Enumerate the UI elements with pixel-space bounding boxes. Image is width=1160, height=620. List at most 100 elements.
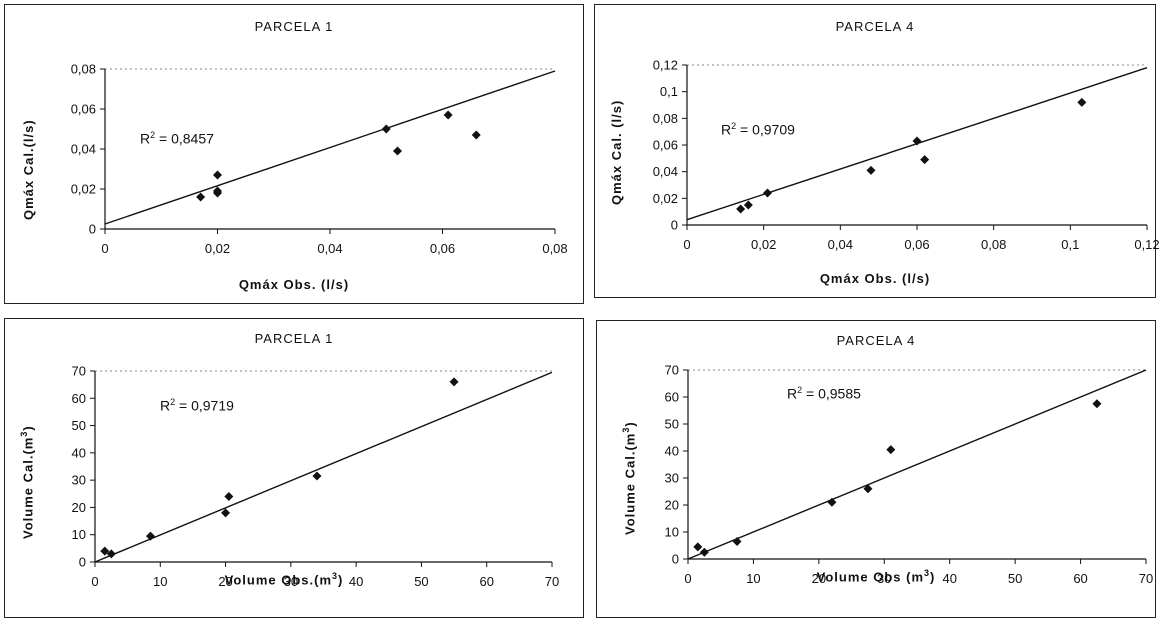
x-axis-label: Qmáx Obs. (l/s): [238, 277, 350, 292]
r-squared-label: R2 = 0,9719: [160, 397, 234, 414]
y-tick-label: 0,12: [653, 58, 678, 73]
y-tick-label: 10: [665, 525, 679, 540]
r-squared-symbol: R: [160, 397, 171, 414]
data-point: [920, 155, 930, 165]
x-axis-label: Qmáx Obs. (l/s): [819, 271, 931, 286]
chart-plot: 0 10 20 30 40 50 60 70 0 10 20 30 40 50 60 70: [665, 363, 1154, 587]
x-tick-label: 10: [153, 574, 167, 589]
r-squared-value: = 0,9709: [736, 121, 795, 138]
r-squared-symbol: R: [787, 385, 798, 402]
y-tick-label: 50: [72, 418, 86, 433]
y-tick-label: 0: [672, 552, 679, 567]
y-tick-label: 20: [72, 500, 86, 515]
y-tick-label: 30: [665, 471, 679, 486]
trendline: [104, 70, 556, 225]
r-squared-label: R2 = 0,8457: [140, 130, 214, 147]
x-tick-label: 40: [942, 571, 956, 586]
x-tick-label: 0,02: [751, 237, 776, 252]
y-tick-label: 0,04: [71, 142, 96, 157]
chart-panel-qmax-parcela-1: PARCELA 1 Qmáx Cal.(l/s) R2 = 0,8457 Qmá…: [4, 4, 584, 304]
r-squared-symbol: R: [140, 130, 151, 147]
x-tick-label: 0,02: [205, 241, 230, 256]
chart-title: PARCELA 4: [836, 333, 916, 348]
data-point: [381, 124, 391, 134]
x-tick-label: 0: [91, 574, 98, 589]
data-point: [863, 484, 873, 494]
data-point: [1077, 97, 1087, 107]
x-tick-label: 50: [414, 574, 428, 589]
r-squared-exponent: 2: [170, 397, 176, 407]
y-tick-label: 40: [665, 444, 679, 459]
y-tick-label: 70: [72, 364, 86, 379]
y-tick-label: 0,02: [71, 182, 96, 197]
data-point: [1092, 399, 1102, 409]
data-point: [886, 445, 896, 455]
data-point: [224, 492, 234, 502]
data-point: [471, 130, 481, 140]
y-tick-label: 0,04: [653, 164, 678, 179]
y-tick-label: 0,06: [653, 138, 678, 153]
x-tick-label: 0,04: [317, 241, 342, 256]
r-squared-exponent: 2: [731, 121, 737, 131]
y-tick-label: 0: [79, 555, 86, 570]
data-point: [743, 200, 753, 210]
data-point: [443, 110, 453, 120]
x-tick-label: 0,06: [430, 241, 455, 256]
x-tick-label: 0,08: [542, 241, 567, 256]
y-tick-label: 0,08: [653, 111, 678, 126]
x-tick-label: 0: [684, 571, 691, 586]
trendline: [687, 369, 1147, 560]
data-point: [100, 546, 110, 556]
y-tick-label: 10: [72, 527, 86, 542]
x-tick-label: 0,12: [1134, 237, 1159, 252]
r-squared-exponent: 2: [797, 385, 803, 395]
data-point: [827, 497, 837, 507]
r-squared-label: R2 = 0,9585: [787, 385, 861, 402]
data-point: [693, 542, 703, 552]
y-tick-label: 0: [671, 218, 678, 233]
r-squared-exponent: 2: [150, 130, 156, 140]
x-tick-label: 0,06: [904, 237, 929, 252]
data-point: [866, 165, 876, 175]
data-point: [449, 377, 459, 387]
chart-plot: 00,020,040,060,080,10,120 0,02 0,04 0,06 0,0…: [653, 58, 1160, 253]
r-squared-value: = 0,9719: [175, 397, 234, 414]
chart-panel-volume-parcela-4: PARCELA 4 Volume Cal.(m3) R2 = 0,9585 Vo…: [596, 320, 1156, 618]
y-tick-label: 70: [665, 363, 679, 378]
y-tick-label: 0,1: [660, 84, 678, 99]
chart-plot: 0 10 20 30 40 50 60 70 0 10 20 30 40 50 60 70: [72, 364, 560, 590]
y-tick-label: 40: [72, 445, 86, 460]
y-tick-label: 0,02: [653, 191, 678, 206]
data-point: [213, 188, 222, 198]
x-axis-label: Volume Obs (m3): [816, 568, 936, 585]
chart-panel-volume-parcela-1: PARCELA 1 Volume Cal.(m3) R2 = 0,9719 Vo…: [4, 318, 584, 618]
r-squared-value: = 0,8457: [155, 130, 214, 147]
data-point: [213, 170, 222, 180]
x-tick-label: 0: [683, 237, 690, 252]
data-point: [196, 192, 206, 202]
y-tick-label: 30: [72, 473, 86, 488]
r-squared-value: = 0,9585: [802, 385, 861, 402]
data-point: [699, 547, 709, 557]
y-tick-label: 60: [665, 390, 679, 405]
data-point: [763, 188, 772, 198]
data-point: [732, 536, 742, 546]
chart-plot: 0 0,02 0,04 0,06 0,08 0 0,02 0,04 0,06 0,08: [71, 62, 568, 257]
y-tick-label: 0,08: [71, 62, 96, 77]
x-tick-label: 60: [1073, 571, 1087, 586]
chart-title: PARCELA 4: [835, 19, 915, 34]
x-tick-label: 70: [545, 574, 559, 589]
chart-title: PARCELA 1: [254, 19, 334, 34]
y-tick-label: 20: [665, 498, 679, 513]
data-point: [106, 549, 116, 559]
r-squared-label: R2 = 0,9709: [721, 121, 795, 138]
x-tick-label: 40: [349, 574, 363, 589]
data-point: [393, 146, 402, 156]
y-tick-label: 0: [89, 222, 96, 237]
x-tick-label: 30: [284, 574, 298, 589]
chart-title: PARCELA 1: [254, 331, 334, 346]
y-tick-label: 50: [665, 417, 679, 432]
x-tick-label: 30: [877, 571, 891, 586]
r-squared-symbol: R: [721, 121, 732, 138]
data-point: [312, 471, 322, 481]
